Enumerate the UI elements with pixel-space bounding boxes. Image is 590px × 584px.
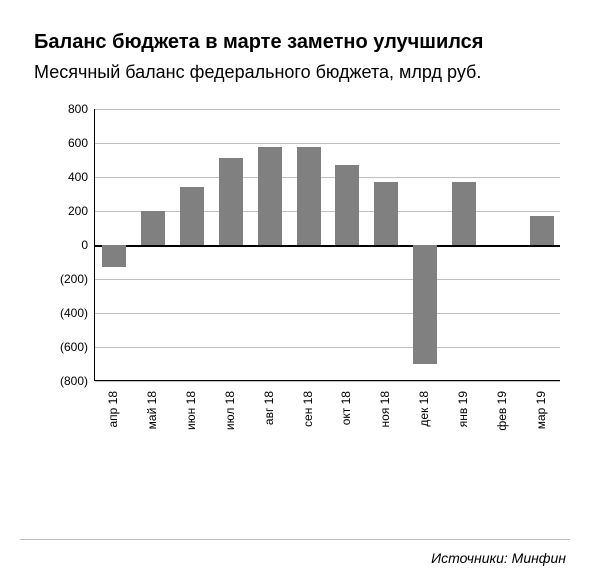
y-tick-label: (800) [48,374,88,388]
y-tick-label: 0 [48,238,88,252]
y-tick-label: 800 [48,102,88,116]
source-text: Источники: Минфин [431,550,566,566]
bar [219,158,243,245]
x-tick-label: июл 18 [223,391,237,430]
bar [530,216,554,245]
gridline [95,347,560,348]
bar [452,182,476,245]
x-tick-label: ноя 18 [378,391,392,427]
chart-card: Баланс бюджета в марте заметно улучшился… [0,0,590,584]
x-tick-label: апр 18 [106,391,120,428]
bar [102,245,126,267]
zero-line [95,245,560,247]
y-tick-label: 400 [48,170,88,184]
x-tick-label: авг 18 [262,391,276,425]
divider [20,539,570,540]
x-tick-label: май 18 [145,391,159,429]
y-tick-label: (200) [48,272,88,286]
gridline [95,109,560,110]
bar [335,165,359,245]
x-tick-label: сен 18 [301,391,315,427]
gridline [95,143,560,144]
y-tick-label: (400) [48,306,88,320]
x-tick-label: янв 19 [456,391,470,427]
gridline [95,313,560,314]
y-tick-label: 600 [48,136,88,150]
x-axis-labels: апр 18 май 18 июн 18 июл 18 авг 18 сен 18 окт … [94,385,560,439]
chart-area: апр 18 май 18 июн 18 июл 18 авг 18 сен 18 окт … [48,109,560,439]
x-tick-label: мар 19 [534,391,548,429]
gridline [95,279,560,280]
chart-subtitle: Месячный баланс федерального бюджета, мл… [34,60,570,85]
x-tick-label: дек 18 [417,391,431,427]
gridline [95,177,560,178]
bar [141,211,165,245]
bar [297,147,321,246]
bar [374,182,398,245]
x-tick-label: окт 18 [339,391,353,425]
bar [180,187,204,245]
y-tick-label: (600) [48,340,88,354]
bar [413,245,437,364]
y-tick-label: 200 [48,204,88,218]
chart-title: Баланс бюджета в марте заметно улучшился [34,28,570,56]
x-tick-label: июн 18 [184,391,198,430]
bar [258,147,282,246]
plot-area [94,109,560,381]
x-tick-label: фев 19 [495,391,509,431]
gridline [95,381,560,382]
